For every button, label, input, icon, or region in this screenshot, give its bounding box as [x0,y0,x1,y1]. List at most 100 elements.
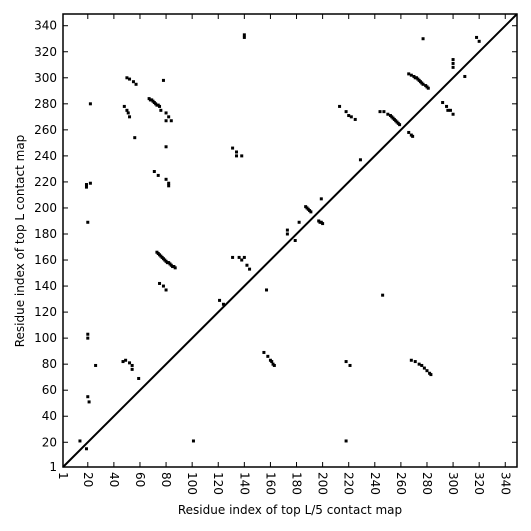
contact-point [84,447,88,451]
contact-point [382,110,386,114]
contact-point [413,360,417,364]
contact-point [285,228,289,232]
contact-point [231,255,235,259]
contact-point [237,255,241,259]
contact-point [266,354,270,358]
contact-point [122,104,126,108]
contact-point [164,288,168,292]
contact-point [161,78,165,82]
contact-point [156,173,160,177]
contact-point [133,136,137,140]
contact-point [381,293,385,297]
contact-point [293,239,297,242]
contact-point [164,177,168,181]
contact-point [167,184,171,188]
y-tick-label: 140 [34,279,57,293]
contact-point [86,220,90,224]
contact-point [87,400,91,404]
contact-point [128,115,132,119]
contact-point [451,61,455,65]
contact-point [477,39,481,43]
contact-point [125,76,129,80]
contact-point [248,267,252,271]
x-tick-label: 140 [237,472,251,495]
contact-point [173,266,177,270]
contact-point [169,119,173,123]
contact-point [245,263,249,267]
contact-point [235,154,239,158]
contact-point [134,82,138,86]
contact-point [475,35,479,39]
contact-point [86,332,90,336]
contact-point [86,395,90,399]
contact-point [417,362,421,366]
x-tick-label: 300 [446,472,460,495]
contact-point [242,33,246,37]
contact-point [407,72,411,76]
contact-point [270,360,274,364]
contact-point [448,108,452,112]
x-tick-label: 200 [316,472,330,495]
contact-point [265,288,269,292]
contact-point [240,154,244,158]
contact-point [130,363,134,367]
contact-point [272,363,276,367]
y-axis-label: Residue index of top L contact map [13,135,27,348]
y-tick-label: 100 [34,331,57,345]
x-tick-label: 80 [159,472,173,487]
contact-point [309,210,313,214]
contact-point [164,111,168,115]
contact-point [411,134,415,138]
y-tick-label: 200 [34,201,57,215]
x-tick-label: 260 [394,472,408,495]
contact-point [161,284,165,288]
x-tick-label: 60 [133,472,147,487]
x-tick-label: 1 [56,472,70,480]
contact-point [121,360,125,364]
contact-point [297,220,301,224]
x-tick-label: 340 [498,472,512,495]
contact-point [242,35,246,39]
contact-point [425,369,429,373]
y-tick-label: 1 [49,460,57,474]
y-tick-label: 80 [42,357,57,371]
contact-point [451,112,455,116]
contact-point [421,37,425,41]
contact-point [164,145,168,149]
diagonal-line [62,13,518,468]
x-tick-label: 180 [290,472,304,495]
contact-point [231,146,235,150]
contact-point [446,108,450,112]
contact-point [94,363,98,367]
contact-point [159,108,163,112]
contact-point [349,115,353,119]
contact-point [429,373,433,377]
contact-point [409,73,413,77]
contact-point [347,114,351,118]
contact-point [426,86,430,90]
x-axis-label: Residue index of top L/5 contact map [178,503,402,517]
contact-point [420,363,424,367]
x-tick-label: 240 [368,472,382,495]
contact-point [221,302,225,306]
x-tick-label: 40 [107,472,121,487]
contact-point [441,101,445,105]
contact-point [88,102,92,106]
contact-point [124,358,128,362]
contact-point [407,130,411,134]
contact-point [167,115,171,119]
contact-point [88,181,92,185]
contact-point [344,439,348,443]
contact-point [378,110,382,114]
x-tick-label: 220 [342,472,356,495]
contact-point [285,232,289,236]
contact-point [321,222,325,226]
contact-point [131,80,135,84]
y-tick-label: 220 [34,175,57,189]
contact-point [445,104,449,108]
contact-point [167,181,171,185]
contact-point [86,336,90,340]
contact-point [235,150,239,154]
contact-point [344,110,348,114]
contact-point [242,255,246,259]
